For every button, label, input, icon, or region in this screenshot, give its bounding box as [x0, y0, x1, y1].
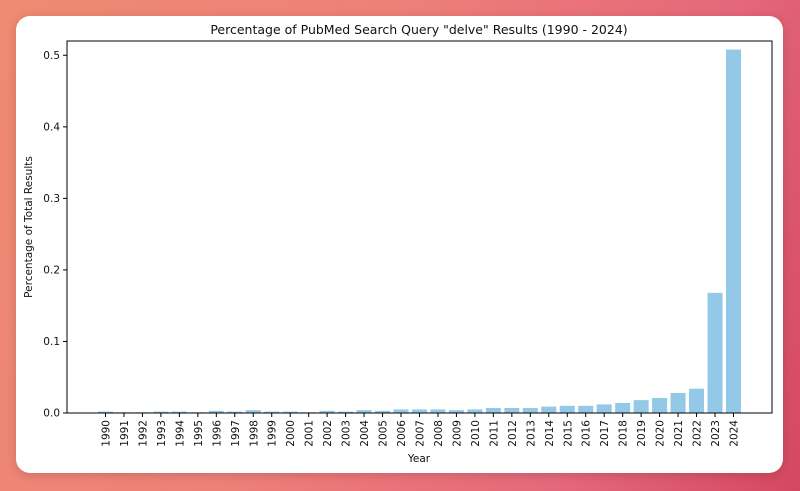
bar-2008 — [430, 409, 446, 413]
bar-2003 — [338, 411, 354, 413]
x-tick-label: 2020 — [655, 420, 667, 447]
x-tick-label: 2010 — [470, 420, 482, 447]
x-tick-label: 1995 — [193, 420, 205, 447]
x-tick-label: 2001 — [304, 420, 316, 447]
y-tick-label: 0.5 — [43, 50, 60, 62]
bar-2004 — [356, 410, 372, 413]
x-tick-label: 2011 — [488, 420, 500, 447]
x-tick-label: 1990 — [101, 420, 113, 447]
bars-group — [98, 49, 741, 413]
bar-chart: Percentage of PubMed Search Query "delve… — [23, 22, 773, 465]
plot-frame — [66, 40, 773, 414]
bar-1994 — [171, 411, 187, 413]
bar-2013 — [522, 407, 538, 413]
x-tick-label: 2013 — [525, 420, 537, 447]
chart-title: Percentage of PubMed Search Query "delve… — [210, 22, 627, 37]
bar-2009 — [448, 410, 464, 413]
x-tick-label: 2003 — [341, 420, 353, 447]
x-tick-label: 2018 — [618, 420, 630, 447]
y-axis-ticks: 0.0 0.1 0.2 0.3 0.4 0.5 — [43, 50, 67, 420]
x-tick-label: 1994 — [174, 420, 186, 447]
bar-2007 — [411, 409, 427, 413]
x-tick-label: 2004 — [359, 420, 371, 447]
bar-2017 — [596, 404, 612, 413]
bar-1997 — [227, 411, 243, 413]
x-tick-label: 2015 — [562, 420, 574, 447]
x-tick-label: 2019 — [636, 420, 648, 447]
y-tick-label: 0.2 — [43, 264, 60, 276]
bar-2018 — [615, 402, 631, 413]
bar-2000 — [282, 411, 298, 413]
x-tick-label: 1991 — [119, 420, 131, 447]
bar-2010 — [467, 409, 483, 413]
y-tick-label: 0.0 — [43, 408, 60, 420]
y-axis-label: Percentage of Total Results — [23, 156, 35, 298]
bar-2006 — [393, 409, 409, 413]
x-tick-label: 2012 — [507, 420, 519, 447]
x-tick-label: 2007 — [414, 420, 426, 447]
x-tick-label: 2002 — [322, 420, 334, 447]
bar-2024 — [725, 49, 741, 413]
bar-2002 — [319, 410, 335, 413]
x-axis-label: Year — [407, 453, 431, 465]
x-tick-label: 1999 — [267, 420, 279, 447]
x-tick-label: 2005 — [378, 420, 390, 447]
bar-2023 — [707, 292, 723, 413]
x-tick-label: 1998 — [248, 420, 260, 447]
x-tick-label: 2014 — [544, 420, 556, 447]
x-tick-label: 2022 — [692, 420, 704, 447]
y-tick-label: 0.4 — [43, 121, 60, 133]
y-tick-label: 0.1 — [43, 336, 60, 348]
bar-2005 — [375, 410, 391, 413]
bar-1999 — [264, 411, 280, 413]
x-tick-label: 2008 — [433, 420, 445, 447]
x-tick-label: 2017 — [599, 420, 611, 447]
x-tick-label: 2006 — [396, 420, 408, 447]
bar-2012 — [504, 407, 520, 413]
x-tick-label: 2009 — [451, 420, 463, 447]
bar-2016 — [578, 405, 594, 413]
x-tick-label: 2016 — [581, 420, 593, 447]
x-tick-label: 2023 — [710, 420, 722, 447]
bar-1996 — [208, 410, 224, 413]
x-tick-label: 1993 — [156, 420, 168, 447]
bar-2021 — [670, 392, 686, 413]
x-tick-label: 1996 — [211, 420, 223, 447]
bar-1998 — [245, 410, 261, 413]
x-tick-label: 2000 — [285, 420, 297, 447]
x-tick-label: 1992 — [137, 420, 149, 447]
bar-1993 — [153, 411, 169, 413]
bar-2020 — [652, 397, 668, 413]
x-tick-label: 2024 — [728, 420, 740, 447]
y-tick-label: 0.3 — [43, 193, 60, 205]
bar-1990 — [98, 411, 113, 413]
chart-card: Percentage of PubMed Search Query "delve… — [16, 16, 783, 473]
bar-2011 — [485, 407, 501, 413]
bar-2014 — [541, 406, 557, 413]
bar-2022 — [689, 388, 705, 413]
bar-2015 — [559, 405, 575, 413]
x-tick-label: 1997 — [230, 420, 242, 447]
x-tick-label: 2021 — [673, 420, 685, 447]
bar-2019 — [633, 400, 649, 413]
x-axis-ticks: 1990 1991 1992 1993 1994 1995 1996 1997 1998 1999… — [101, 413, 740, 447]
